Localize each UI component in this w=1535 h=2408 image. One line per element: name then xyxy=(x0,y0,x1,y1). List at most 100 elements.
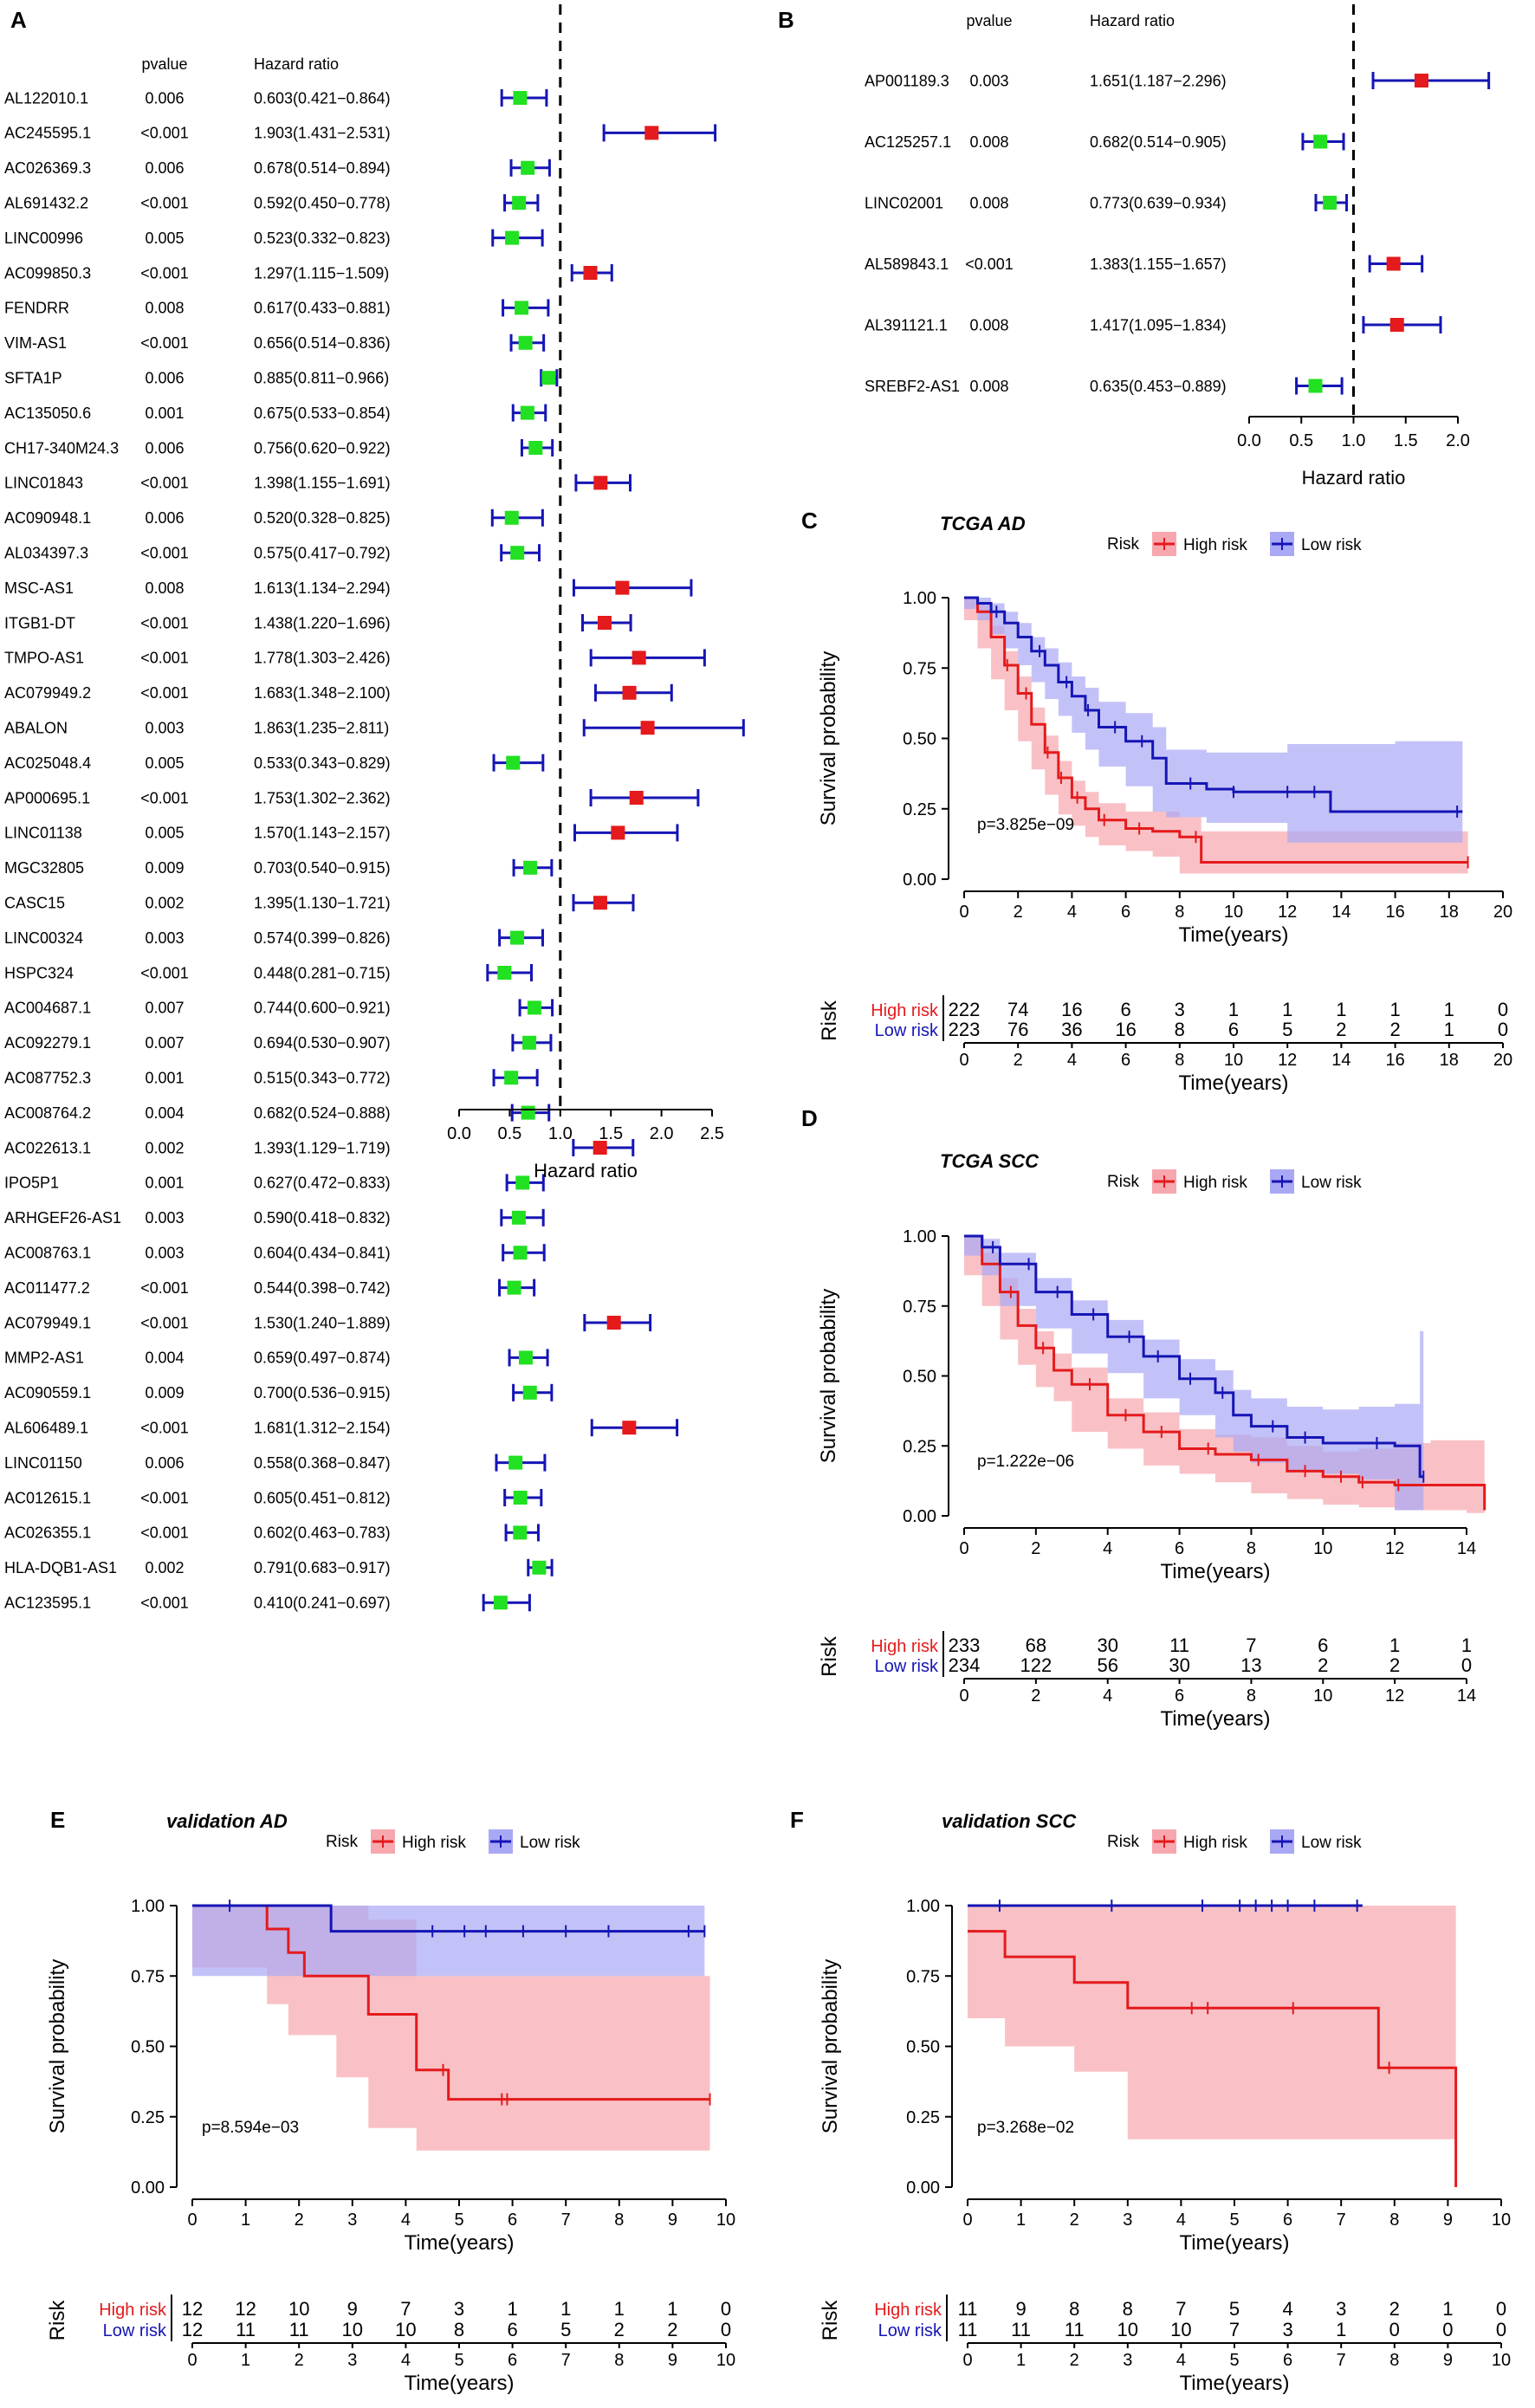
hazard-ratio-label: 1.903(1.431−2.531) xyxy=(254,125,391,142)
gene-label: SREBF2-AS1 xyxy=(865,378,960,395)
risk-count-high: 11 xyxy=(958,2298,978,2320)
x-tick-label: 2 xyxy=(1070,2211,1079,2230)
legend-title: Risk xyxy=(1107,1833,1139,1851)
pvalue-label: <0.001 xyxy=(140,789,189,806)
forest-row: AC026355.1 <0.001 0.602(0.463−0.783) xyxy=(4,1524,540,1542)
y-axis-label: Survival probability xyxy=(817,651,840,825)
gene-label: CASC15 xyxy=(4,895,65,912)
hazard-ratio-label: 0.558(0.368−0.847) xyxy=(254,1454,391,1472)
risk-table-x-tick-label: 6 xyxy=(1121,1051,1130,1070)
x-axis-label: Hazard ratio xyxy=(534,1160,638,1181)
risk-table-x-tick-label: 2 xyxy=(1031,1686,1040,1706)
hazard-ratio-point xyxy=(520,405,534,420)
risk-table-title: Risk xyxy=(818,1000,841,1041)
gene-label: MMP2-AS1 xyxy=(4,1350,84,1367)
risk-count-low: 36 xyxy=(1061,1019,1082,1040)
x-tick-label: 4 xyxy=(401,2211,411,2230)
y-tick-label: 0.50 xyxy=(131,2038,165,2057)
risk-count-low: 0 xyxy=(1496,2319,1506,2340)
forest-row: AC087752.3 0.001 0.515(0.343−0.772) xyxy=(4,1069,539,1087)
hazard-ratio-label: 0.659(0.497−0.874) xyxy=(254,1350,391,1367)
pvalue-label: 0.005 xyxy=(145,230,184,247)
hazard-ratio-label: 0.617(0.433−0.881) xyxy=(254,300,391,317)
panel-label-F: F xyxy=(790,1807,804,1833)
x-tick-label: 7 xyxy=(561,2211,571,2230)
hazard-ratio-point xyxy=(506,755,521,770)
risk-table-x-tick-label: 12 xyxy=(1385,1686,1404,1706)
forest-row: LINC02001 0.008 0.773(0.639−0.934) xyxy=(865,194,1349,211)
y-tick-label: 0.50 xyxy=(906,2038,940,2057)
y-tick-label: 0.25 xyxy=(903,800,936,819)
plot-title: validation SCC xyxy=(942,1810,1077,1832)
hazard-ratio-label: 0.523(0.332−0.823) xyxy=(254,230,391,247)
risk-count-low: 76 xyxy=(1007,1019,1028,1040)
x-tick-label: 14 xyxy=(1457,1539,1476,1558)
risk-count-high: 68 xyxy=(1026,1634,1046,1656)
risk-count-high: 0 xyxy=(1496,2298,1506,2320)
risk-table-x-tick-label: 9 xyxy=(1443,2351,1453,2370)
gene-label: AC135050.6 xyxy=(4,405,91,422)
risk-count-low: 56 xyxy=(1097,1654,1117,1676)
hazard-ratio-point xyxy=(521,160,535,175)
gene-label: AC245595.1 xyxy=(4,125,91,142)
risk-table-x-tick-label: 6 xyxy=(508,2351,517,2370)
legend-label: High risk xyxy=(1183,1834,1247,1852)
gene-label: AC090948.1 xyxy=(4,509,91,527)
risk-count-low: 2 xyxy=(667,2319,677,2340)
gene-label: CH17-340M24.3 xyxy=(4,439,119,456)
x-tick-label: 8 xyxy=(1175,903,1184,922)
risk-table-x-tick-label: 16 xyxy=(1385,1051,1404,1070)
y-tick-label: 0.25 xyxy=(906,2108,940,2127)
survival-curve-low xyxy=(192,1904,705,1933)
hazard-ratio-label: 1.393(1.129−1.719) xyxy=(254,1139,391,1156)
forest-row: AL391121.1 0.008 1.417(1.095−1.834) xyxy=(865,316,1442,333)
risk-count-low: 2 xyxy=(1389,1654,1400,1676)
hazard-ratio-point xyxy=(515,1175,530,1190)
hazard-ratio-point xyxy=(1323,196,1337,210)
x-tick-label: 1.5 xyxy=(1394,431,1418,450)
risk-count-high: 74 xyxy=(1007,999,1028,1020)
forest-row: CH17-340M24.3 0.006 0.756(0.620−0.922) xyxy=(4,439,554,456)
risk-table-title: Risk xyxy=(46,2300,69,2341)
gene-label: AC087752.3 xyxy=(4,1070,91,1087)
x-tick-label: 10 xyxy=(1492,2211,1511,2230)
hazard-ratio-point xyxy=(504,1071,519,1085)
legend-label: Low risk xyxy=(520,1834,580,1852)
hazard-ratio-label: 0.605(0.451−0.812) xyxy=(254,1489,391,1506)
forest-row: AL589843.1 <0.001 1.383(1.155−1.657) xyxy=(865,255,1424,273)
risk-table-x-tick-label: 6 xyxy=(1175,1686,1184,1706)
x-tick-label: 8 xyxy=(1389,2211,1399,2230)
risk-count-low: 12 xyxy=(182,2319,203,2340)
hazard-ratio-label: 0.791(0.683−0.917) xyxy=(254,1559,391,1576)
hazard-ratio-point xyxy=(532,1560,547,1575)
risk-count-low: 6 xyxy=(507,2319,517,2340)
legend-label: Low risk xyxy=(1301,1174,1362,1192)
x-tick-label: 2 xyxy=(1014,903,1023,922)
forest-row: HLA-DQB1-AS1 0.002 0.791(0.683−0.917) xyxy=(4,1558,554,1576)
gene-label: AC026355.1 xyxy=(4,1524,91,1542)
risk-table-x-tick-label: 3 xyxy=(1123,2351,1132,2370)
hazard-ratio-label: 1.417(1.095−1.834) xyxy=(1090,316,1227,333)
gene-label: LINC01138 xyxy=(4,825,82,842)
pvalue-label: 0.005 xyxy=(145,754,184,772)
gene-label: AC004687.1 xyxy=(4,1000,91,1017)
hazard-ratio-label: 0.756(0.620−0.922) xyxy=(254,439,391,456)
risk-table-x-tick-label: 7 xyxy=(561,2351,571,2370)
forest-row: AC012615.1 <0.001 0.605(0.451−0.812) xyxy=(4,1489,543,1506)
forest-row: AP000695.1 <0.001 1.753(1.302−2.362) xyxy=(4,789,700,806)
gene-label: AL589843.1 xyxy=(865,256,949,273)
hazard-ratio-label: 0.678(0.514−0.894) xyxy=(254,159,391,177)
pvalue-label: <0.001 xyxy=(140,1279,189,1297)
column-header-pvalue: pvalue xyxy=(966,12,1012,29)
risk-count-low: 3 xyxy=(1282,2319,1292,2340)
risk-table-x-tick-label: 10 xyxy=(1492,2351,1511,2370)
risk-table-x-tick-label: 20 xyxy=(1493,1051,1512,1070)
risk-table-x-label: Time(years) xyxy=(1160,1707,1270,1731)
risk-table-x-tick-label: 2 xyxy=(295,2351,304,2370)
hazard-ratio-label: 0.533(0.343−0.829) xyxy=(254,754,391,772)
x-tick-label: 9 xyxy=(668,2211,677,2230)
survival-curve-high xyxy=(964,1234,1486,1511)
pvalue-label: 0.005 xyxy=(145,825,184,842)
hazard-ratio-label: 0.590(0.418−0.832) xyxy=(254,1209,391,1227)
